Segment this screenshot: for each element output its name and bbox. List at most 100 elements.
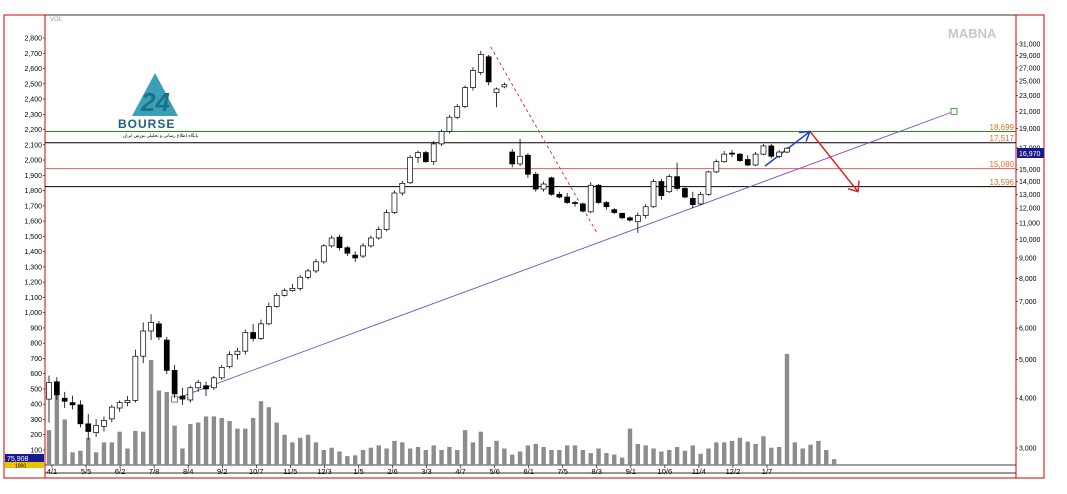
volume-axis: 2,800 2,700 2,600 2,500 2,400 2,300 2,200 2,100… xyxy=(24,36,45,455)
candle-body xyxy=(242,332,249,352)
svg-text:24: 24 xyxy=(140,87,170,117)
volume-bar xyxy=(486,446,491,465)
volume-bar xyxy=(164,392,169,465)
candle-body xyxy=(666,176,673,193)
volume-bar xyxy=(808,444,813,465)
volume-bar xyxy=(447,446,452,465)
volume-bar xyxy=(180,448,185,465)
candle-body xyxy=(54,381,60,396)
date-tick-label: 2/6 xyxy=(387,467,397,476)
candle-body xyxy=(46,382,52,400)
volume-bar xyxy=(305,434,311,465)
candle-body xyxy=(493,88,500,94)
volume-bar xyxy=(541,446,546,465)
volume-tick-label: 2,800 xyxy=(24,36,42,43)
candle-body xyxy=(752,153,759,166)
volume-bar xyxy=(313,442,319,465)
volume-bar xyxy=(172,425,177,465)
volume-bar xyxy=(470,442,476,465)
candle-body xyxy=(399,183,406,194)
volume-bar xyxy=(148,359,154,465)
trendline-handle[interactable] xyxy=(950,107,958,115)
volume-tick-label: 2,700 xyxy=(24,51,42,58)
date-tick-label: 8/3 xyxy=(592,467,602,476)
volume-tick-label: 1,900 xyxy=(24,173,42,180)
volume-bar xyxy=(478,431,484,465)
volume-bar xyxy=(243,428,248,465)
volume-bar xyxy=(792,442,798,465)
candle-body xyxy=(532,173,539,190)
volume-bar xyxy=(682,450,688,465)
volume-bar xyxy=(321,450,326,465)
volume-bar xyxy=(800,448,805,465)
volume-marker-value: 75,908 xyxy=(7,456,29,463)
volume-bar xyxy=(533,443,538,465)
candle-body xyxy=(383,212,390,230)
volume-axis-label: VOL xyxy=(50,17,63,23)
volume-bar xyxy=(188,424,193,465)
volume-marker-badge xyxy=(5,454,44,462)
volume-bar xyxy=(525,445,531,465)
volume-bar xyxy=(156,390,162,465)
candle-body xyxy=(548,177,555,195)
volume-bar xyxy=(510,454,515,465)
volume-tick-label: 1,500 xyxy=(24,234,42,241)
candle-body xyxy=(140,330,147,357)
candle-body xyxy=(587,184,594,213)
candle-body xyxy=(744,159,751,166)
candle-body xyxy=(650,181,657,208)
volume-bar xyxy=(54,393,60,465)
candle-body xyxy=(368,237,374,247)
candle-body xyxy=(163,339,170,371)
candle-body xyxy=(305,270,311,278)
date-tick-label: 5/5 xyxy=(81,467,91,476)
candle-body xyxy=(595,184,602,203)
volume-bar xyxy=(784,353,790,465)
date-axis: 4/1 5/5 6/2 7/8 8/4 9/2 10/7 11/5 12/3 1/5 2/6 3/3 4… xyxy=(47,465,772,476)
candle-body xyxy=(171,369,178,395)
candle-body xyxy=(273,295,280,307)
volume-bar xyxy=(258,401,264,465)
candle-body xyxy=(203,385,209,390)
candle-body xyxy=(258,323,264,339)
price-tick-label: 8,000 xyxy=(1019,276,1037,283)
volume-bar xyxy=(635,443,641,465)
bearish-arrow-head-icon xyxy=(847,180,860,193)
price-tick-label: 9,000 xyxy=(1019,255,1037,262)
candle-body xyxy=(446,116,453,132)
volume-tick-label: 1,300 xyxy=(24,264,42,271)
candle-body xyxy=(619,212,625,219)
volume-bar xyxy=(517,451,523,465)
volume-bar xyxy=(462,430,468,465)
price-tick-label: 4,000 xyxy=(1019,396,1037,403)
price-tick-label: 19,000 xyxy=(1019,126,1041,133)
volume-bar xyxy=(769,447,774,465)
candle-body xyxy=(77,404,84,425)
volume-bar xyxy=(211,416,217,465)
volume-bar xyxy=(235,428,240,465)
candle-body xyxy=(124,400,131,403)
candle-body xyxy=(336,236,343,249)
price-tick-label: 14,000 xyxy=(1019,179,1041,186)
candle-body xyxy=(760,145,767,155)
volume-bar xyxy=(101,442,107,465)
volume-bar xyxy=(227,421,232,465)
volume-tick-label: 1,100 xyxy=(24,295,42,302)
date-tick-label: 6/2 xyxy=(115,467,125,476)
price-axis: 31,000 29,000 27,000 25,000 23,000 21,000 19,0… xyxy=(1016,42,1041,453)
date-tick-label: 6/1 xyxy=(523,467,533,476)
volume-bar xyxy=(282,434,287,465)
volume-bar xyxy=(816,440,821,465)
volume-tick-label: 300 xyxy=(30,417,42,424)
volume-tick-label: 800 xyxy=(30,341,42,348)
candle-body xyxy=(352,254,359,259)
volume-bar xyxy=(141,431,146,465)
candle-body xyxy=(768,145,775,157)
volume-bar xyxy=(698,453,703,465)
volume-bar xyxy=(737,437,743,465)
candle-body xyxy=(415,152,421,158)
volume-bar xyxy=(109,442,115,465)
volume-tick-label: 1,600 xyxy=(24,219,42,226)
volume-tick-label: 1,400 xyxy=(24,249,42,256)
volume-tick-label: 2,200 xyxy=(24,127,42,134)
